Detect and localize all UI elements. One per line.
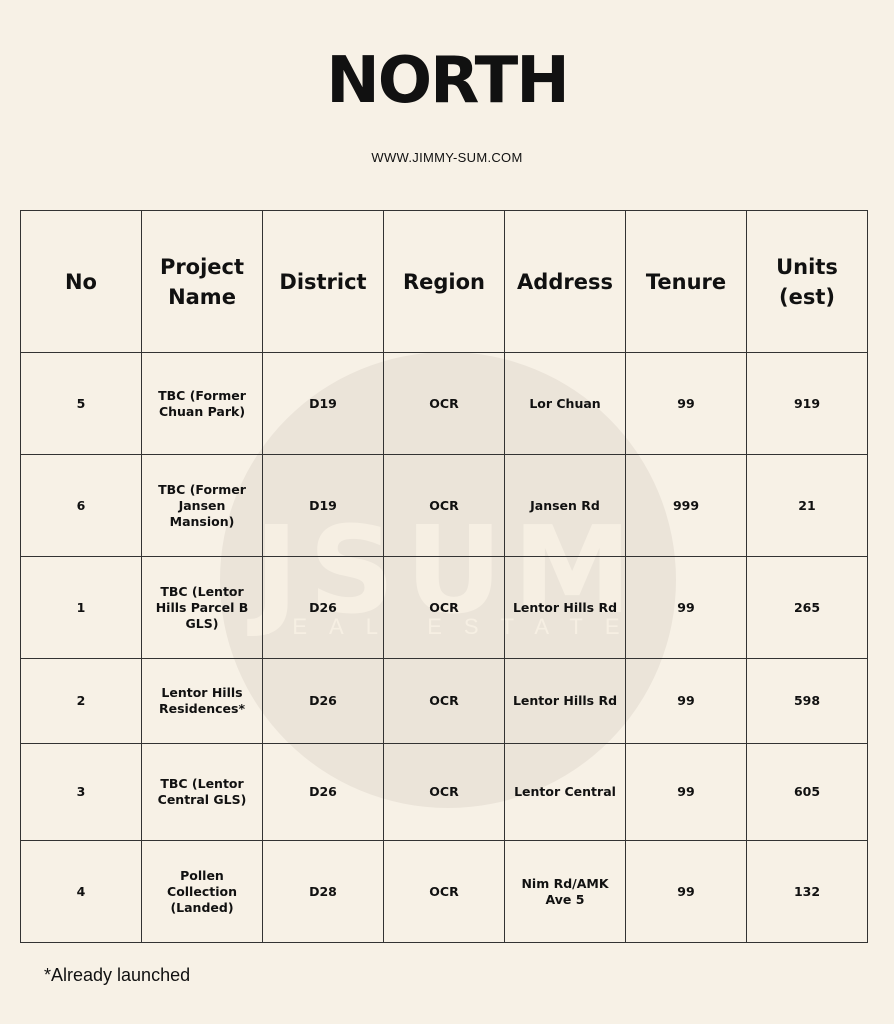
website-url: WWW.JIMMY-SUM.COM xyxy=(371,150,523,165)
table-cell: Lentor Central xyxy=(504,743,626,841)
table-cell: D26 xyxy=(262,556,384,659)
table-cell: 6 xyxy=(20,454,142,557)
table-cell: 99 xyxy=(625,840,747,943)
table-cell: 3 xyxy=(20,743,142,841)
table-cell: Lentor Hills Rd xyxy=(504,658,626,744)
table-cell: 99 xyxy=(625,743,747,841)
column-header: No xyxy=(20,210,142,353)
table-row: 6 TBC (Former Jansen Mansion) D19 OCR Jansen… xyxy=(20,454,868,557)
table-cell: Lentor Hills Rd xyxy=(504,556,626,659)
table-header-row: No Project Name District Region Address Tenur… xyxy=(20,210,868,353)
projects-table: No Project Name District Region Address Tenur… xyxy=(20,210,868,943)
table-cell: OCR xyxy=(383,556,505,659)
table-cell: Jansen Rd xyxy=(504,454,626,557)
table-cell: 265 xyxy=(746,556,868,659)
table-row: 2 Lentor Hills Residences* D26 OCR Lentor Hi… xyxy=(20,658,868,744)
table-cell: 919 xyxy=(746,352,868,455)
table-cell: 999 xyxy=(625,454,747,557)
table-cell: D26 xyxy=(262,658,384,744)
table-cell: OCR xyxy=(383,658,505,744)
table-cell: 99 xyxy=(625,658,747,744)
table-cell: 21 xyxy=(746,454,868,557)
table-cell: OCR xyxy=(383,352,505,455)
table-cell: 4 xyxy=(20,840,142,943)
table-row: 5 TBC (Former Chuan Park) D19 OCR Lor Chuan 9… xyxy=(20,352,868,455)
table-cell: TBC (Lentor Central GLS) xyxy=(141,743,263,841)
table-cell: TBC (Lentor Hills Parcel B GLS) xyxy=(141,556,263,659)
table-cell: 2 xyxy=(20,658,142,744)
column-header: Project Name xyxy=(141,210,263,353)
table-row: 1 TBC (Lentor Hills Parcel B GLS) D26 OCR Le… xyxy=(20,556,868,659)
table-cell: Lor Chuan xyxy=(504,352,626,455)
table-cell: 99 xyxy=(625,556,747,659)
table-cell: 5 xyxy=(20,352,142,455)
table-cell: D19 xyxy=(262,454,384,557)
table-cell: OCR xyxy=(383,840,505,943)
table-cell: Lentor Hills Residences* xyxy=(141,658,263,744)
table-cell: TBC (Former Chuan Park) xyxy=(141,352,263,455)
table-cell: OCR xyxy=(383,454,505,557)
column-header: Tenure xyxy=(625,210,747,353)
table-cell: 1 xyxy=(20,556,142,659)
table-cell: 605 xyxy=(746,743,868,841)
table-cell: Pollen Collection (Landed) xyxy=(141,840,263,943)
page-title: NORTH xyxy=(326,44,570,118)
table-cell: TBC (Former Jansen Mansion) xyxy=(141,454,263,557)
table-cell: D28 xyxy=(262,840,384,943)
column-header: Address xyxy=(504,210,626,353)
table-cell: D26 xyxy=(262,743,384,841)
column-header: District xyxy=(262,210,384,353)
table-cell: D19 xyxy=(262,352,384,455)
table-row: 3 TBC (Lentor Central GLS) D26 OCR Lentor Ce… xyxy=(20,743,868,841)
footnote: *Already launched xyxy=(44,965,191,985)
column-header: Region xyxy=(383,210,505,353)
table-cell: 598 xyxy=(746,658,868,744)
table-cell: 99 xyxy=(625,352,747,455)
table-cell: 132 xyxy=(746,840,868,943)
table-cell: Nim Rd/AMK Ave 5 xyxy=(504,840,626,943)
column-header: Units (est) xyxy=(746,210,868,353)
table-row: 4 Pollen Collection (Landed) D28 OCR Nim Rd/… xyxy=(20,840,868,943)
table-cell: OCR xyxy=(383,743,505,841)
